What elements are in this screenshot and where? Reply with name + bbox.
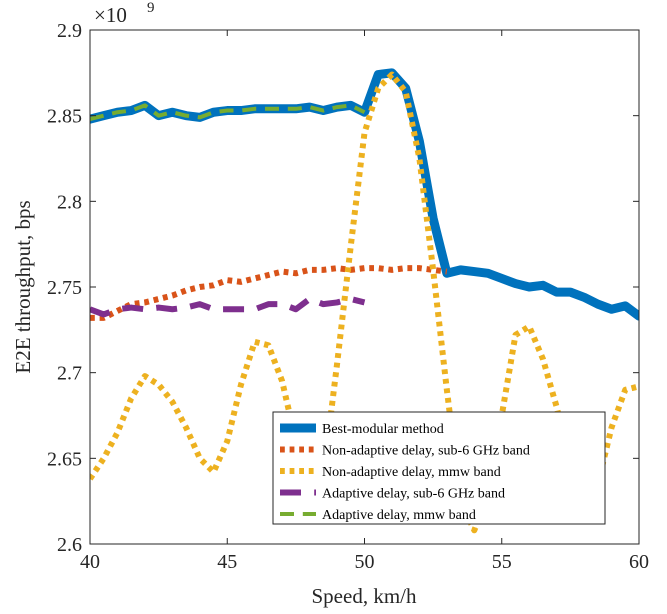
y-axis-title: E2E throughput, bps	[11, 200, 35, 373]
legend-label-2: Non-adaptive delay, sub-6 GHz band	[322, 444, 530, 459]
y-tick-label: 2.85	[47, 106, 82, 128]
y-tick-label: 2.75	[47, 277, 82, 299]
legend-label-4: Adaptive delay, sub-6 GHz band	[322, 487, 505, 502]
y-tick-label: 2.9	[57, 20, 82, 42]
y-exponent-power: 9	[147, 0, 155, 16]
y-tick-label: 2.7	[57, 363, 82, 385]
x-tick-label: 55	[492, 551, 512, 573]
series-line-5	[90, 103, 366, 122]
x-tick-label: 50	[355, 551, 375, 573]
legend-items: Best-modular method Non-adaptive delay, s…	[280, 422, 530, 523]
y-tick-label: 2.6	[57, 534, 82, 556]
series-group	[90, 68, 639, 534]
y-exponent-label: ×10 9	[94, 0, 155, 27]
legend-label-1: Best-modular method	[322, 422, 444, 437]
legend-label-5: Adaptive delay, mmw band	[322, 508, 476, 523]
x-tick-label: 60	[629, 551, 649, 573]
series-line-2	[90, 265, 448, 321]
legend: Best-modular method Non-adaptive delay, s…	[272, 411, 606, 525]
y-tick-label: 2.8	[57, 191, 82, 213]
y-exponent-base: ×10	[94, 3, 127, 27]
series-layer	[90, 68, 639, 534]
series-line-3	[90, 71, 639, 534]
x-tick-label: 45	[217, 551, 237, 573]
legend-box	[272, 411, 606, 525]
y-tick-label: 2.65	[47, 448, 82, 470]
axis-ticks: 40 45 50 55 60 2.6 2.65 2.7 2.75 2.8 2.85 2.9	[47, 20, 649, 573]
series-line-4	[90, 295, 366, 318]
legend-label-3: Non-adaptive delay, mmw band	[322, 465, 501, 480]
x-tick-label: 40	[80, 551, 100, 573]
x-axis-title: Speed, km/h	[312, 584, 417, 608]
